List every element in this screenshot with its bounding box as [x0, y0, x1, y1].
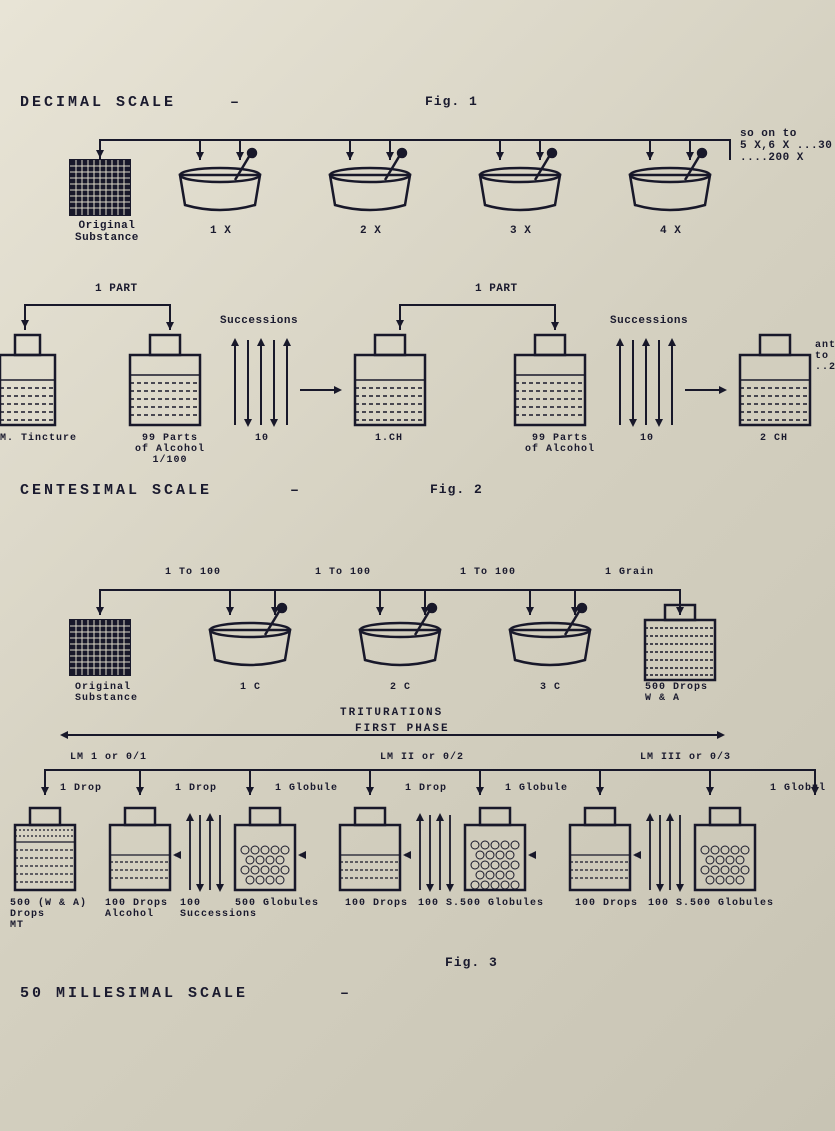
- fig1-m3: 3 X: [510, 225, 531, 237]
- fig2-s1: 10: [255, 433, 269, 444]
- fig3-bot8: 100 S.: [648, 898, 690, 909]
- fig3-m2: 2 C: [390, 682, 411, 693]
- fig1-m4: 4 X: [660, 225, 681, 237]
- fig2-diagram: [0, 280, 835, 480]
- fig3-bot7: 100 Drops: [575, 898, 638, 909]
- fig3-bot9: 500 Globules: [690, 898, 774, 909]
- page: DECIMAL SCALE – Fig. 1 so on to 5 X,6 X …: [0, 0, 835, 1131]
- fig2-b1: 99 Parts of Alcohol 1/100: [135, 433, 205, 466]
- fig1-original-label: Original Substance: [75, 220, 139, 244]
- fig2-b0: M. Tincture: [0, 433, 77, 444]
- fig2-s2: 10: [640, 433, 654, 444]
- fig2-b3: 99 Parts of Alcohol: [525, 433, 595, 455]
- fig3-bot4: 100 Drops: [345, 898, 408, 909]
- fig2-cont: ant to ..20: [815, 340, 835, 373]
- fig3-caption: Fig. 3: [445, 955, 498, 970]
- fig3-lm1: LM 1 or 0/1: [70, 752, 147, 763]
- fig3-d1: 1 Drop: [60, 783, 102, 794]
- fig3-drops: 500 Drops W & A: [645, 682, 708, 704]
- fig3-diagram: [0, 560, 835, 1000]
- fig3-r2: 1 To 100: [315, 567, 371, 578]
- fig1-dash: –: [230, 94, 242, 111]
- fig3-title: 50 MILLESIMAL SCALE: [20, 985, 248, 1002]
- fig3-tritur: TRITURATIONS: [340, 707, 443, 719]
- fig1-m2: 2 X: [360, 225, 381, 237]
- fig3-bot0: 500 (W & A) Drops MT: [10, 898, 87, 931]
- fig3-dash: –: [340, 985, 352, 1002]
- fig2-dash: –: [290, 482, 302, 499]
- fig3-r1: 1 To 100: [165, 567, 221, 578]
- fig2-title: CENTESIMAL SCALE: [20, 482, 212, 499]
- fig3-m1: 1 C: [240, 682, 261, 693]
- fig3-d6: 1 Globul: [770, 783, 826, 794]
- fig2-b2: 1.CH: [375, 433, 403, 444]
- fig2-b4: 2 CH: [760, 433, 788, 444]
- fig3-phase: FIRST PHASE: [355, 723, 450, 735]
- fig3-r4: 1 Grain: [605, 567, 654, 578]
- fig3-bot3: 500 Globules: [235, 898, 319, 909]
- fig1-title: DECIMAL SCALE: [20, 94, 176, 111]
- fig3-original: Original Substance: [75, 682, 138, 704]
- fig3-r3: 1 To 100: [460, 567, 516, 578]
- fig1-caption: Fig. 1: [425, 94, 478, 109]
- fig3-lm3: LM III or 0/3: [640, 752, 731, 763]
- fig3-bot5: 100 S.: [418, 898, 460, 909]
- fig3-d4: 1 Drop: [405, 783, 447, 794]
- fig3-lm2: LM II or 0/2: [380, 752, 464, 763]
- fig3-bot6: 500 Globules: [460, 898, 544, 909]
- fig3-m3: 3 C: [540, 682, 561, 693]
- fig1-diagram: [0, 120, 835, 270]
- fig2-caption: Fig. 2: [430, 482, 483, 497]
- fig1-m1: 1 X: [210, 225, 231, 237]
- fig3-bot1: 100 Drops Alcohol: [105, 898, 168, 920]
- fig3-d2: 1 Drop: [175, 783, 217, 794]
- fig3-d3: 1 Globule: [275, 783, 338, 794]
- fig3-d5: 1 Globule: [505, 783, 568, 794]
